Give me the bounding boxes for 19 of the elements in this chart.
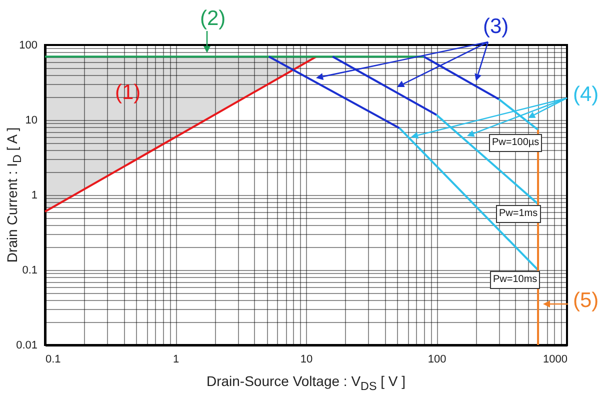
text: (2)	[200, 7, 226, 30]
annotation: Pw=1ms	[496, 205, 541, 223]
y-tick-label: 10	[25, 114, 38, 126]
text: (3)	[483, 15, 509, 38]
y-tick-label: 100	[19, 40, 38, 52]
y-tick-label: 0.01	[16, 340, 38, 352]
x-tick-label: 100	[428, 354, 446, 366]
text: (5)	[573, 289, 599, 312]
annotation: Pw=10ms	[490, 271, 540, 289]
x-tick-label: 1000	[543, 354, 568, 366]
x-tick-label: 1	[172, 354, 180, 366]
x-tick-label: 0.1	[46, 354, 61, 366]
annotation: (1)	[115, 81, 141, 104]
x-axis-title: Drain-Source Voltage : V$_{DS}$ [ V ]	[206, 373, 406, 393]
y-tick-label: 1	[31, 190, 38, 202]
annotation: Pw=100µs	[489, 134, 542, 152]
y-tick-label: 0.1	[22, 264, 38, 276]
text: (4)	[573, 83, 599, 106]
x-tick-label: 10	[300, 354, 313, 366]
